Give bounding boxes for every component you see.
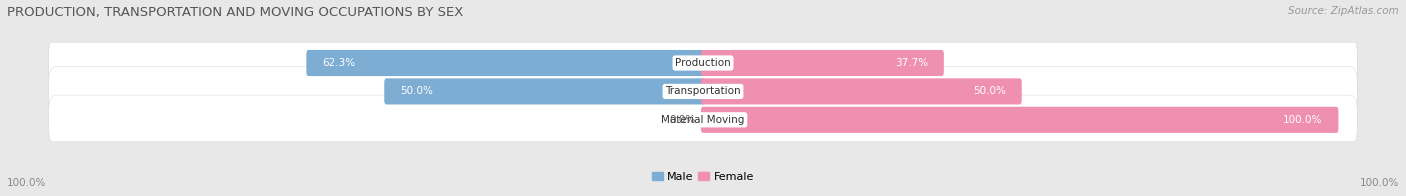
- Text: 37.7%: 37.7%: [894, 58, 928, 68]
- Text: PRODUCTION, TRANSPORTATION AND MOVING OCCUPATIONS BY SEX: PRODUCTION, TRANSPORTATION AND MOVING OC…: [7, 6, 464, 19]
- Text: 100.0%: 100.0%: [1360, 178, 1399, 188]
- Text: 62.3%: 62.3%: [322, 58, 356, 68]
- Text: 50.0%: 50.0%: [973, 86, 1005, 96]
- Text: 100.0%: 100.0%: [1284, 115, 1323, 125]
- Text: Production: Production: [675, 58, 731, 68]
- FancyBboxPatch shape: [49, 38, 1357, 88]
- FancyBboxPatch shape: [384, 78, 704, 104]
- Text: 100.0%: 100.0%: [7, 178, 46, 188]
- FancyBboxPatch shape: [49, 95, 1357, 144]
- Text: Transportation: Transportation: [665, 86, 741, 96]
- FancyBboxPatch shape: [702, 107, 1339, 133]
- FancyBboxPatch shape: [307, 50, 704, 76]
- Text: Source: ZipAtlas.com: Source: ZipAtlas.com: [1288, 6, 1399, 16]
- Text: 0.0%: 0.0%: [669, 115, 696, 125]
- Text: Material Moving: Material Moving: [661, 115, 745, 125]
- FancyBboxPatch shape: [49, 67, 1357, 116]
- FancyBboxPatch shape: [702, 78, 1022, 104]
- Text: 50.0%: 50.0%: [401, 86, 433, 96]
- FancyBboxPatch shape: [702, 50, 943, 76]
- Legend: Male, Female: Male, Female: [647, 168, 759, 187]
